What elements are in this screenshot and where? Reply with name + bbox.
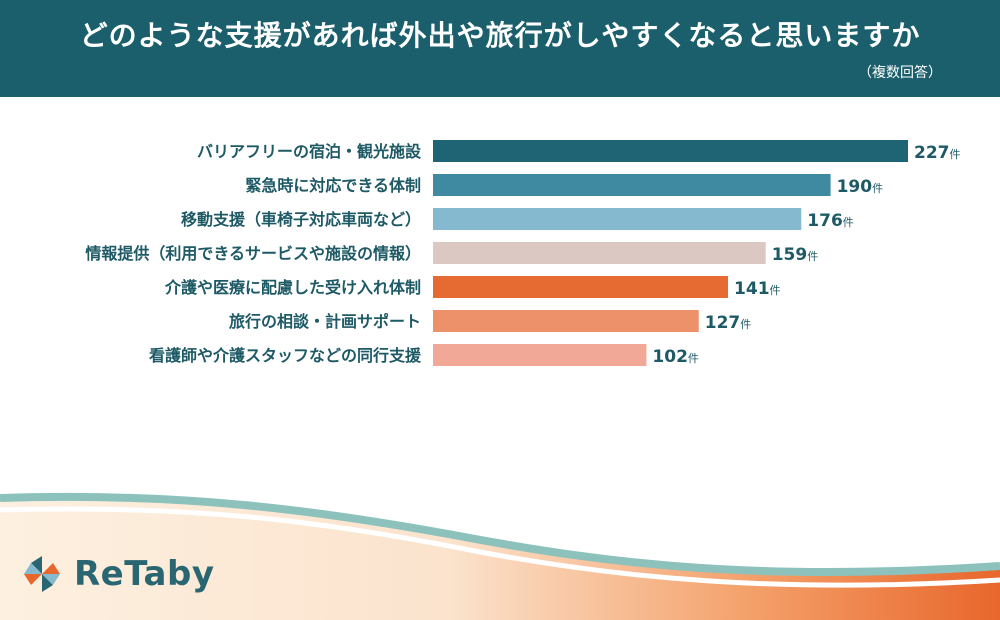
data-label: 159件 — [772, 245, 819, 265]
data-label: 141件 — [734, 279, 781, 299]
brand-logo: ReTaby — [22, 552, 215, 596]
data-label: 127件 — [705, 313, 752, 333]
chart-title: どのような支援があれば外出や旅行がしやすくなると思いますか — [79, 19, 921, 52]
bar — [433, 344, 647, 366]
chart-subtitle: （複数回答） — [858, 65, 942, 81]
bar — [433, 174, 831, 196]
data-label: 176件 — [807, 211, 854, 231]
bar — [433, 140, 908, 162]
data-label: 227件 — [914, 143, 961, 163]
brand-name: ReTaby — [74, 554, 215, 594]
category-label: 看護師や介護スタッフなどの同行支援 — [148, 346, 422, 365]
bar — [433, 242, 766, 264]
category-label: 移動支援（車椅子対応車両など） — [181, 210, 421, 229]
data-label: 190件 — [837, 177, 884, 197]
footer-wave-decoration — [0, 492, 1000, 620]
category-label: 緊急時に対応できる体制 — [245, 176, 421, 195]
category-label: 旅行の相談・計画サポート — [229, 312, 421, 331]
pinwheel-logo-icon — [24, 556, 60, 592]
category-label: バリアフリーの宿泊・観光施設 — [197, 142, 422, 161]
category-label: 介護や医療に配慮した受け入れ体制 — [164, 278, 421, 297]
bar — [433, 276, 729, 298]
header-banner: どのような支援があれば外出や旅行がしやすくなると思いますか （複数回答） — [0, 0, 1000, 97]
category-label: 情報提供（利用できるサービスや施設の情報） — [85, 244, 421, 263]
bar — [433, 310, 699, 332]
data-label: 102件 — [652, 347, 699, 367]
bar — [433, 208, 802, 230]
